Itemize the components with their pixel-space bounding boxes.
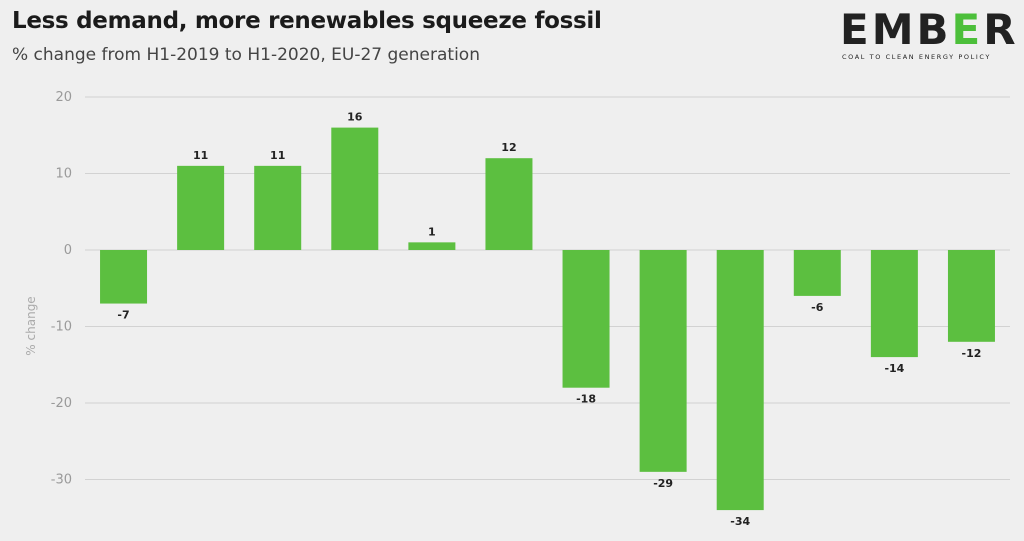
bar	[870, 250, 918, 358]
bars	[100, 127, 995, 511]
ember-logo: EMBER COAL TO CLEAN ENERGY POLICY	[840, 8, 1016, 64]
bar	[947, 250, 995, 342]
data-label: -29	[653, 477, 673, 490]
y-tick-label: 0	[64, 243, 72, 258]
chart-title: Less demand, more renewables squeeze fos…	[12, 8, 602, 34]
bar	[100, 250, 148, 304]
bar	[793, 250, 841, 296]
y-tick-label: 10	[55, 167, 72, 182]
y-tick-label: 20	[55, 90, 72, 105]
bar	[562, 250, 610, 388]
bar	[254, 165, 302, 250]
bar	[177, 165, 225, 250]
data-label: -6	[811, 301, 824, 314]
y-tick-label: -20	[51, 396, 72, 411]
gridlines	[85, 96, 1010, 480]
y-axis-ticks: 20 10 0 -10 -20 -30	[51, 90, 72, 488]
data-label: 11	[193, 149, 208, 162]
data-label: 12	[501, 141, 516, 154]
data-label: -18	[576, 393, 596, 406]
logo-tagline: COAL TO CLEAN ENERGY POLICY	[842, 53, 991, 61]
data-labels: -7 11 11 16 1 12 -18 -29 -34 -6 -14 -12	[117, 111, 981, 528]
y-tick-label: -30	[51, 473, 72, 488]
logo-letter: R	[983, 5, 1019, 54]
bar	[408, 242, 456, 250]
y-axis-label: % change	[24, 296, 38, 355]
logo-letter: E	[951, 5, 984, 54]
logo-letter: E	[840, 5, 872, 54]
logo-letter: M	[871, 5, 917, 54]
logo-wordmark: EMBER	[840, 8, 1019, 52]
data-label: -14	[884, 362, 904, 375]
data-label: 11	[270, 149, 285, 162]
data-label: 16	[347, 111, 363, 124]
bar	[331, 127, 379, 250]
y-tick-label: -10	[51, 320, 72, 335]
data-label: -34	[730, 515, 750, 528]
bar	[716, 250, 764, 511]
bar	[485, 158, 533, 250]
data-label: 1	[428, 225, 436, 238]
bar	[639, 250, 687, 472]
data-label: -12	[962, 347, 982, 360]
chart-subtitle: % change from H1-2019 to H1-2020, EU-27 …	[12, 45, 480, 65]
data-label: -7	[117, 309, 129, 322]
logo-letter: B	[916, 5, 952, 54]
